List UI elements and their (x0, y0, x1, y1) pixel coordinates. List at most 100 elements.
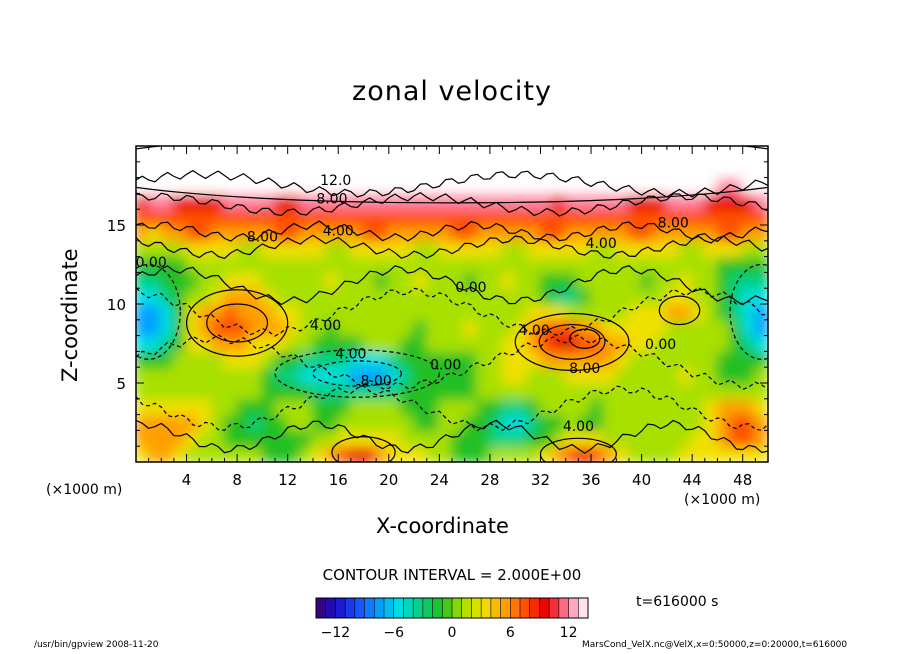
field-cell (223, 176, 239, 195)
field-cell (678, 366, 694, 384)
field-cell (716, 382, 732, 400)
field-cell (526, 366, 542, 384)
colorbar-bin (539, 598, 550, 618)
field-cell (387, 366, 403, 384)
field-cell (349, 255, 365, 274)
field-cell (286, 176, 302, 195)
field-cell (274, 255, 289, 274)
field-cell (261, 366, 277, 384)
field-cell (703, 255, 719, 274)
field-cell (299, 413, 314, 432)
field-cell (514, 160, 529, 179)
field-cell (136, 287, 150, 305)
field-cell (716, 255, 732, 274)
field-cell (349, 303, 365, 321)
field-cell (387, 192, 403, 211)
field-cell (602, 192, 618, 211)
field-cell (754, 146, 768, 163)
field-cell (552, 271, 567, 290)
field-cell (665, 397, 681, 416)
field-cell (716, 239, 732, 258)
field-cell (375, 413, 390, 432)
field-cell (160, 287, 175, 305)
field-cell (653, 176, 668, 195)
field-cell (564, 413, 580, 432)
field-cell (514, 255, 529, 274)
field-cell (337, 239, 352, 258)
field-cell (526, 303, 542, 321)
field-cell (564, 397, 580, 416)
field-cell (627, 239, 643, 258)
field-cell (198, 350, 213, 369)
field-cell (627, 208, 643, 226)
field-cell (375, 176, 390, 195)
field-cell (147, 429, 163, 448)
field-cell (413, 176, 428, 195)
field-cell (438, 287, 453, 305)
field-cell (716, 366, 732, 384)
field-cell (716, 334, 732, 353)
field-cell (261, 176, 277, 195)
colorbar-bin (500, 598, 511, 618)
x-tick-label: 36 (581, 471, 600, 489)
field-cell (248, 287, 264, 305)
field-cell (172, 176, 188, 195)
field-cell (729, 413, 744, 432)
field-cell (136, 224, 150, 242)
field-cell (653, 160, 668, 179)
field-cell (552, 382, 567, 400)
field-cell (210, 350, 226, 369)
field-cell (501, 239, 517, 258)
contour-label: 8.00 (658, 215, 689, 231)
colorbar-bin (422, 598, 434, 618)
field-cell (488, 413, 504, 432)
field-cell (476, 413, 491, 432)
field-cell (387, 382, 403, 400)
colorbar-tick-label: 0 (448, 625, 457, 641)
field-cell (210, 445, 226, 462)
field-cell (286, 445, 302, 462)
field-cell (539, 255, 555, 274)
field-cell (136, 146, 150, 163)
field-cell (729, 176, 744, 195)
field-cell (476, 208, 491, 226)
field-cell (741, 334, 757, 353)
field-cell (451, 255, 466, 274)
field-cell (286, 303, 302, 321)
field-cell (349, 239, 365, 258)
field-cell (754, 208, 768, 226)
field-cell (160, 334, 175, 353)
field-cell (375, 397, 390, 416)
field-cell (615, 271, 630, 290)
field-cell (261, 397, 277, 416)
field-cell (703, 318, 719, 337)
field-cell (286, 239, 302, 258)
field-cell (665, 445, 681, 462)
field-cell (210, 208, 226, 226)
field-cell (261, 287, 277, 305)
field-cell (299, 350, 314, 369)
field-cell (514, 366, 529, 384)
contour-line (136, 385, 768, 432)
field-cell (678, 334, 694, 353)
field-cell (160, 429, 175, 448)
field-cell (741, 271, 757, 290)
field-cell (438, 397, 453, 416)
field-cell (627, 160, 643, 179)
field-cell (387, 397, 403, 416)
field-cell (274, 429, 289, 448)
colorbar-bin (481, 598, 492, 618)
field-cell (387, 287, 403, 305)
field-cell (615, 146, 630, 163)
field-cell (615, 318, 630, 337)
field-cell (552, 445, 567, 462)
field-cell (223, 160, 239, 179)
field-cell (754, 429, 768, 448)
field-cell (387, 271, 403, 290)
field-cell (349, 287, 365, 305)
field-cell (526, 413, 542, 432)
field-cell (160, 445, 175, 462)
field-cell (261, 160, 277, 179)
field-cell (590, 208, 605, 226)
field-cell (413, 318, 428, 337)
